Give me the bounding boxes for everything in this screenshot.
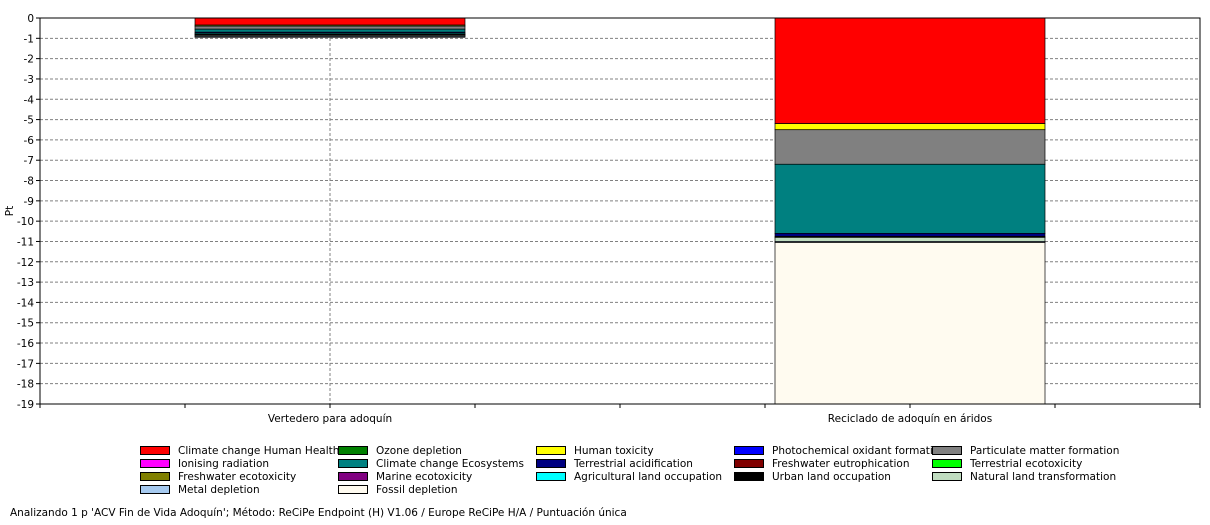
bar-segment bbox=[774, 237, 1046, 242]
stacked-bar-chart: 0 -1 -2 -3 -4 -5 -6 -7 -8 -9 -10 -11 -12 -13 -14 -15 -16… bbox=[4, 13, 1201, 425]
legend-label: Terrestrial acidification bbox=[574, 458, 693, 470]
legend-swatch bbox=[734, 459, 764, 468]
bar-segment bbox=[774, 232, 1046, 237]
legend-label: Climate change Human Health bbox=[178, 445, 340, 457]
y-tick-label: -18 bbox=[17, 379, 34, 391]
legend-swatch bbox=[734, 472, 764, 481]
y-tick-label: -16 bbox=[17, 338, 34, 350]
legend-swatch bbox=[734, 446, 764, 455]
legend-label: Agricultural land occupation bbox=[574, 471, 723, 483]
y-tick-label: -7 bbox=[24, 155, 34, 167]
legend-label: Fossil depletion bbox=[376, 484, 458, 496]
bar-segment bbox=[194, 25, 466, 30]
legend-swatch bbox=[140, 485, 170, 494]
legend-swatch bbox=[140, 459, 170, 468]
y-tick-label: -17 bbox=[17, 358, 34, 370]
legend-label: Ozone depletion bbox=[376, 445, 462, 457]
x-tick-label: Reciclado de adoquín en áridos bbox=[828, 413, 992, 425]
y-tick-label: -13 bbox=[17, 277, 34, 289]
y-tick-label: -14 bbox=[17, 297, 34, 309]
y-tick-label: 0 bbox=[27, 13, 34, 25]
legend-label: Climate change Ecosystems bbox=[376, 458, 524, 470]
legend-label: Marine ecotoxicity bbox=[376, 471, 473, 483]
legend-swatch bbox=[536, 446, 566, 455]
bar-segment bbox=[774, 163, 1046, 234]
legend-swatch bbox=[338, 446, 368, 455]
legend-label: Natural land transformation bbox=[970, 471, 1117, 483]
legend-label: Urban land occupation bbox=[772, 471, 891, 483]
y-tick-label: -2 bbox=[24, 54, 34, 66]
x-tick-label: Vertedero para adoquín bbox=[268, 413, 392, 425]
legend-label: Metal depletion bbox=[178, 484, 260, 496]
legend-swatch bbox=[140, 472, 170, 481]
legend-swatch bbox=[536, 472, 566, 481]
bar-segment bbox=[774, 129, 1046, 165]
legend-swatch bbox=[338, 459, 368, 468]
y-tick-label: -1 bbox=[24, 33, 34, 45]
legend-label: Terrestrial ecotoxicity bbox=[970, 458, 1083, 470]
y-tick-label: -10 bbox=[17, 216, 34, 228]
bar-segment bbox=[194, 36, 466, 38]
legend-label: Freshwater eutrophication bbox=[772, 458, 910, 470]
legend-swatch bbox=[338, 472, 368, 481]
legend-label: Photochemical oxidant formation bbox=[772, 445, 946, 457]
y-tick-label: -19 bbox=[17, 399, 34, 411]
y-tick-label: -4 bbox=[24, 94, 35, 106]
y-tick-label: -8 bbox=[24, 176, 34, 188]
y-tick-label: -11 bbox=[17, 236, 34, 248]
legend-label: Human toxicity bbox=[574, 445, 654, 457]
y-axis: 0 -1 -2 -3 -4 -5 -6 -7 -8 -9 -10 -11 -12 -13 -14 -15 -16… bbox=[17, 13, 40, 411]
x-axis: Vertedero para adoquín Reciclado de adoqu… bbox=[39, 404, 1201, 425]
bar-segment bbox=[194, 28, 466, 33]
y-tick-label: -9 bbox=[24, 196, 34, 208]
bars bbox=[194, 17, 1046, 405]
y-tick-label: -3 bbox=[24, 74, 34, 86]
legend-label: Particulate matter formation bbox=[970, 445, 1120, 457]
legend-swatch bbox=[932, 472, 962, 481]
legend-swatch bbox=[932, 446, 962, 455]
status-footer: Analizando 1 p 'ACV Fin de Vida Adoquín'… bbox=[10, 507, 627, 519]
bar-segment bbox=[774, 123, 1046, 131]
bar-segment bbox=[194, 17, 466, 26]
y-tick-label: -12 bbox=[17, 257, 34, 269]
y-tick-label: -15 bbox=[17, 318, 34, 330]
y-axis-label: Pt bbox=[4, 206, 16, 216]
legend-label: Freshwater ecotoxicity bbox=[178, 471, 297, 483]
legend-swatch bbox=[140, 446, 170, 455]
legend-swatch bbox=[932, 459, 962, 468]
bar-segment bbox=[774, 17, 1046, 124]
bar-segment bbox=[774, 242, 1046, 405]
legend-swatch bbox=[338, 485, 368, 494]
legend-swatch bbox=[536, 459, 566, 468]
y-tick-label: -6 bbox=[24, 135, 35, 147]
legend-label: Ionising radiation bbox=[178, 458, 270, 470]
y-tick-label: -5 bbox=[24, 115, 34, 127]
